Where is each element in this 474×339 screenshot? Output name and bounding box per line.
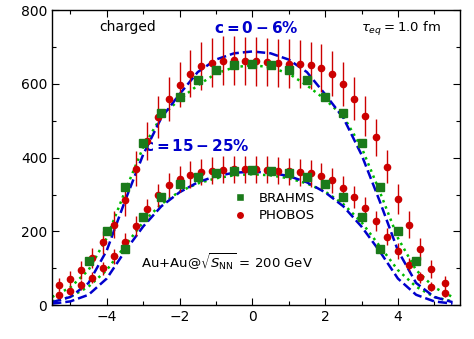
Text: $\bf{c = 15-25\%}$: $\bf{c = 15-25\%}$ bbox=[144, 138, 250, 155]
Text: Au+Au@$\sqrt{S_{\rm NN}}$ = 200 GeV: Au+Au@$\sqrt{S_{\rm NN}}$ = 200 GeV bbox=[141, 252, 313, 273]
Text: $\tau_{eq} = 1.0$ fm: $\tau_{eq} = 1.0$ fm bbox=[361, 20, 441, 39]
Text: charged: charged bbox=[99, 20, 156, 35]
Text: $\bf{c = 0 - 6\%}$: $\bf{c = 0 - 6\%}$ bbox=[214, 20, 298, 37]
Legend: BRAHMS, PHOBOS: BRAHMS, PHOBOS bbox=[222, 186, 320, 228]
